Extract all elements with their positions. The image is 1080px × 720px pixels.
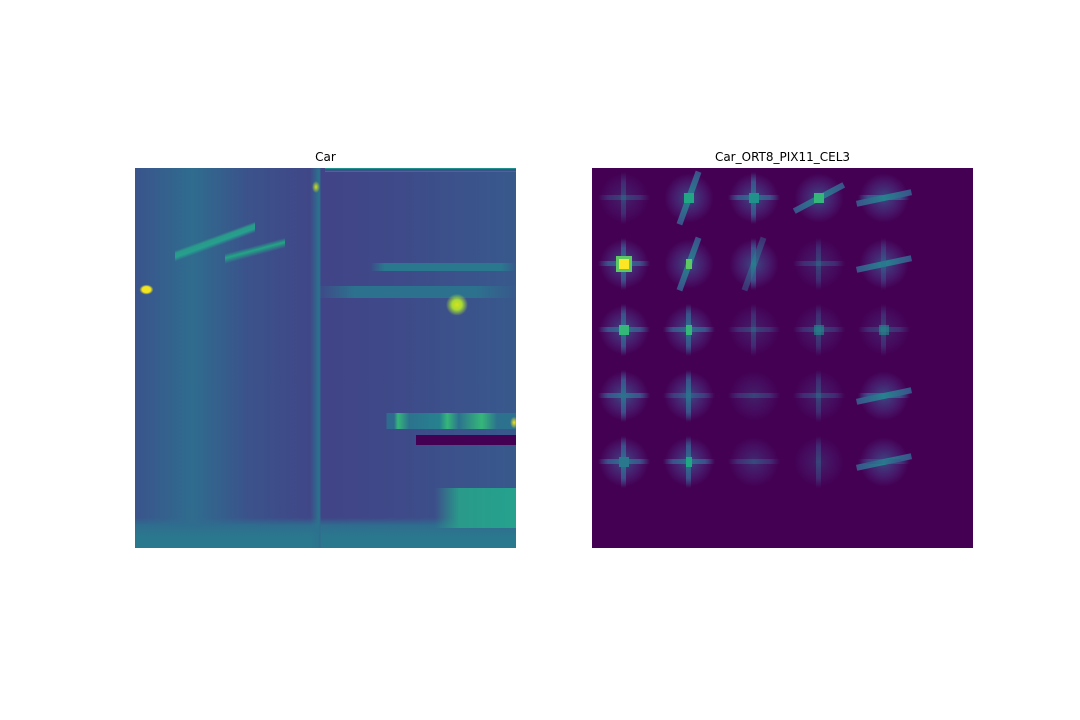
hog-cell — [791, 368, 847, 424]
car-image — [135, 168, 516, 548]
hog-cell — [791, 236, 847, 292]
hog-cell — [726, 368, 782, 424]
hog-cell — [855, 434, 913, 490]
hog-cell — [596, 434, 652, 490]
hog-cell — [856, 302, 912, 358]
hog-cell — [791, 170, 847, 226]
hog-cell — [596, 302, 652, 358]
hog-cell — [661, 368, 717, 424]
hog-feature-image — [592, 168, 973, 548]
hog-cell — [791, 434, 847, 490]
hog-cell — [855, 368, 913, 424]
hog-cell — [726, 236, 782, 292]
hog-cell — [661, 170, 717, 226]
hog-cell — [855, 170, 913, 226]
hog-cell — [855, 236, 913, 292]
car-image-title: Car — [315, 150, 336, 164]
hog-cell — [596, 170, 652, 226]
hog-image-title: Car_ORT8_PIX11_CEL3 — [714, 150, 851, 164]
hog-cell — [661, 434, 717, 490]
hog-cell — [596, 236, 652, 292]
hog-cell — [596, 368, 652, 424]
hog-cell — [726, 434, 782, 490]
hog-cell — [661, 236, 717, 292]
hog-cell — [726, 302, 782, 358]
hog-cell — [661, 302, 717, 358]
hog-cell — [791, 302, 847, 358]
hog-cell — [726, 170, 782, 226]
